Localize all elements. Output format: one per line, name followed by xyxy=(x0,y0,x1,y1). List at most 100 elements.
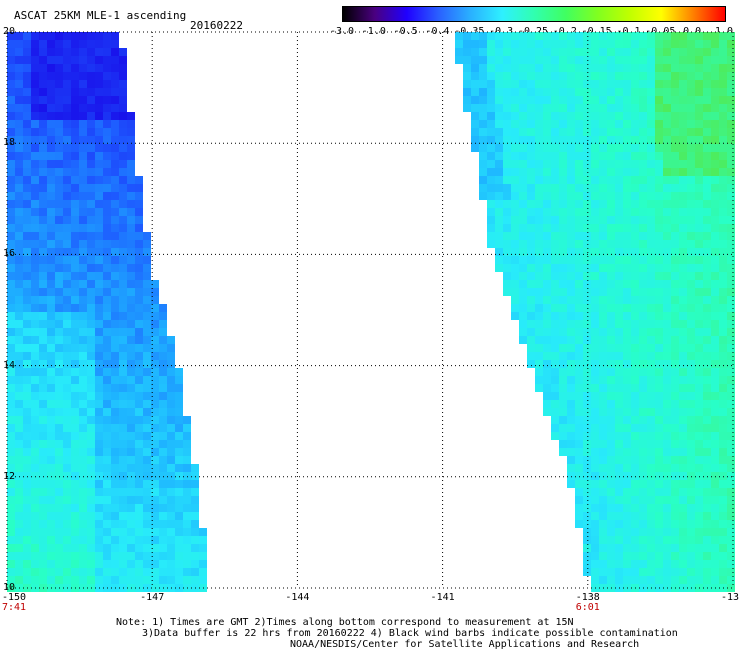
wind-cell xyxy=(23,80,31,88)
wind-cell xyxy=(39,488,47,496)
wind-cell xyxy=(727,512,735,520)
wind-cell xyxy=(583,288,591,296)
wind-cell xyxy=(631,256,639,264)
wind-cell xyxy=(95,400,103,408)
wind-cell xyxy=(7,240,15,248)
wind-cell xyxy=(47,304,55,312)
wind-cell xyxy=(703,40,711,48)
wind-cell xyxy=(655,112,663,120)
colorbar xyxy=(342,6,726,22)
wind-cell xyxy=(711,32,719,40)
wind-cell xyxy=(671,504,679,512)
wind-cell xyxy=(135,560,143,568)
wind-cell xyxy=(23,56,31,64)
wind-cell xyxy=(55,480,63,488)
wind-cell xyxy=(15,88,23,96)
wind-cell xyxy=(663,328,671,336)
wind-cell xyxy=(71,488,79,496)
wind-cell xyxy=(575,168,583,176)
wind-cell xyxy=(31,176,39,184)
wind-cell xyxy=(607,448,615,456)
wind-cell xyxy=(615,496,623,504)
wind-cell xyxy=(591,96,599,104)
wind-cell xyxy=(527,120,535,128)
wind-cell xyxy=(111,176,119,184)
wind-cell xyxy=(519,136,527,144)
wind-cell xyxy=(703,56,711,64)
wind-cell xyxy=(119,104,127,112)
wind-cell xyxy=(487,144,495,152)
wind-cell xyxy=(551,312,559,320)
wind-cell xyxy=(15,536,23,544)
wind-cell xyxy=(47,368,55,376)
wind-cell xyxy=(95,424,103,432)
wind-cell xyxy=(39,248,47,256)
wind-cell xyxy=(647,416,655,424)
wind-cell xyxy=(135,544,143,552)
wind-cell xyxy=(719,304,727,312)
wind-cell xyxy=(103,432,111,440)
wind-cell xyxy=(127,448,135,456)
wind-cell xyxy=(119,120,127,128)
wind-cell xyxy=(503,264,511,272)
wind-cell xyxy=(711,168,719,176)
wind-cell xyxy=(63,240,71,248)
wind-cell xyxy=(55,96,63,104)
wind-cell xyxy=(599,576,607,584)
wind-cell xyxy=(7,408,15,416)
wind-cell xyxy=(663,384,671,392)
wind-cell xyxy=(55,352,63,360)
wind-cell xyxy=(663,408,671,416)
wind-cell xyxy=(631,192,639,200)
wind-cell xyxy=(127,440,135,448)
wind-cell xyxy=(623,192,631,200)
wind-cell xyxy=(575,384,583,392)
wind-cell xyxy=(599,224,607,232)
wind-cell xyxy=(31,512,39,520)
wind-cell xyxy=(631,352,639,360)
wind-cell xyxy=(575,144,583,152)
wind-cell xyxy=(135,400,143,408)
wind-cell xyxy=(647,352,655,360)
wind-cell xyxy=(79,152,87,160)
wind-cell xyxy=(503,176,511,184)
wind-cell xyxy=(615,56,623,64)
wind-cell xyxy=(703,416,711,424)
wind-cell xyxy=(711,136,719,144)
wind-cell xyxy=(87,424,95,432)
wind-cell xyxy=(703,200,711,208)
wind-cell xyxy=(599,456,607,464)
wind-cell xyxy=(607,112,615,120)
wind-cell xyxy=(631,208,639,216)
wind-cell xyxy=(31,256,39,264)
wind-cell xyxy=(63,280,71,288)
wind-cell xyxy=(103,248,111,256)
wind-cell xyxy=(527,104,535,112)
wind-cell xyxy=(7,344,15,352)
wind-cell xyxy=(543,176,551,184)
wind-cell xyxy=(31,408,39,416)
wind-cell xyxy=(631,432,639,440)
wind-cell xyxy=(599,88,607,96)
wind-cell xyxy=(527,96,535,104)
wind-cell xyxy=(599,440,607,448)
wind-cell xyxy=(655,288,663,296)
wind-cell xyxy=(647,328,655,336)
wind-cell xyxy=(703,392,711,400)
wind-cell xyxy=(15,144,23,152)
wind-cell xyxy=(599,464,607,472)
wind-cell xyxy=(511,32,519,40)
wind-cell xyxy=(119,184,127,192)
wind-cell xyxy=(519,184,527,192)
wind-cell xyxy=(479,184,487,192)
wind-cell xyxy=(87,464,95,472)
colorbar-label: -0.5 xyxy=(393,26,418,37)
wind-cell xyxy=(567,136,575,144)
wind-cell xyxy=(495,144,503,152)
wind-cell xyxy=(583,528,591,536)
wind-cell xyxy=(711,472,719,480)
wind-cell xyxy=(551,120,559,128)
wind-cell xyxy=(591,136,599,144)
wind-cell xyxy=(639,552,647,560)
wind-cell xyxy=(655,104,663,112)
